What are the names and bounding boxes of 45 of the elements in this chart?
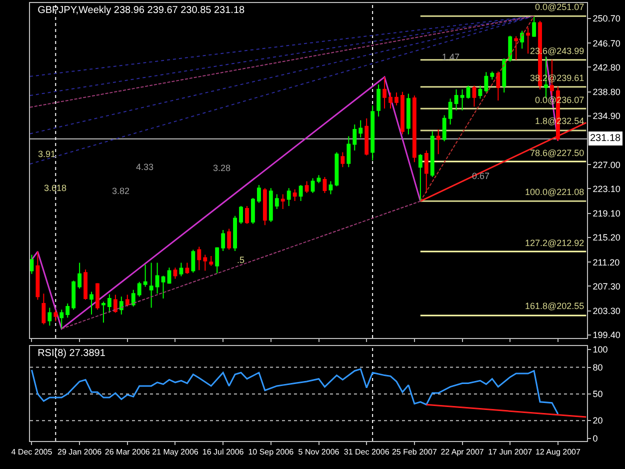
annotation: 3.28: [213, 163, 231, 173]
annotation: 100.0@221.08: [525, 187, 584, 197]
y-tick-label: 199.40: [592, 330, 620, 340]
y-tick-label: 234.90: [592, 111, 620, 122]
y-tick-label: 100: [592, 344, 608, 355]
annotation: 3.91: [38, 149, 56, 159]
x-tick-label: 12 Aug 2007: [535, 448, 581, 457]
y-tick-label: 227.00: [592, 160, 620, 170]
x-tick-label: 5 Nov 2006: [298, 448, 340, 457]
x-tick-label: 16 Jul 2006: [202, 448, 244, 457]
x-tick-label: 22 Apr 2007: [440, 448, 484, 457]
y-tick-label: 215.20: [592, 232, 620, 243]
annotation: 127.2@212.92: [525, 238, 584, 248]
annotation: 4.33: [136, 162, 154, 172]
x-tick-label: 29 Jan 2006: [58, 448, 102, 457]
y-tick-label: 238.80: [592, 86, 620, 97]
y-tick-label: 246.70: [592, 38, 620, 48]
y-tick-label: 207.30: [592, 281, 620, 292]
x-tick-label: 4 Dec 2005: [11, 448, 53, 457]
x-tick-label: 31 Dec 2006: [344, 448, 390, 457]
annotation: 0.0@251.07: [535, 2, 584, 12]
x-tick-label: 21 May 2006: [152, 448, 199, 457]
chart-title: GBPJPY,Weekly 238.96 239.67 230.85 231.18: [38, 5, 246, 16]
annotation: 161.8@202.55: [525, 301, 584, 311]
x-tick-label: 26 Mar 2006: [104, 448, 150, 457]
y-tick-label: 80: [592, 362, 603, 372]
annotation: .5: [237, 255, 245, 265]
y-tick-label: 219.10: [592, 208, 620, 219]
annotation: 78.6@227.50: [530, 148, 584, 158]
annotation: 3.82: [112, 186, 130, 196]
y-tick-label: 250.70: [592, 14, 620, 24]
y-tick-label: 20: [592, 416, 603, 426]
y-tick-label: 203.30: [592, 306, 620, 316]
y-tick-label: 211.20: [592, 257, 620, 268]
chart-title: RSI(8) 27.3891: [38, 348, 106, 359]
annotation: 3.618: [44, 183, 67, 193]
y-tick-label: 50: [592, 389, 603, 400]
ref-line-label: 231.18: [590, 133, 622, 144]
x-tick-label: 25 Feb 2007: [392, 448, 438, 457]
annotation: 0.67: [472, 171, 490, 181]
y-tick-label: 242.80: [592, 62, 620, 72]
x-tick-label: 10 Sep 2006: [248, 448, 294, 457]
y-tick-label: 223.10: [592, 184, 620, 194]
y-tick-label: 0: [592, 433, 598, 444]
x-tick-label: 17 Jun 2007: [488, 448, 533, 457]
